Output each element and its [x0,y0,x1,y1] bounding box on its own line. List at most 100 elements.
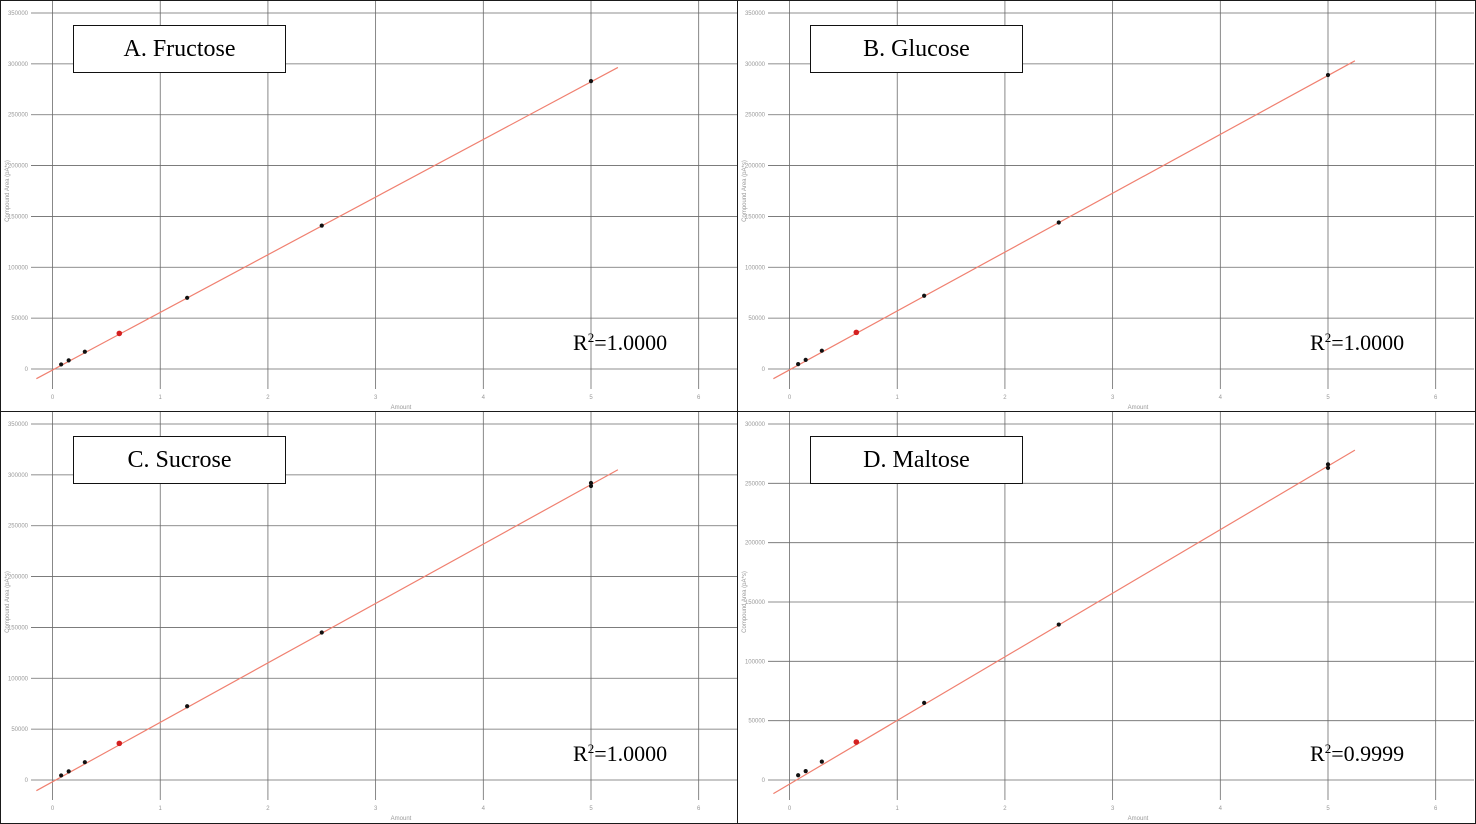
x-tick-label: 5 [1326,806,1330,812]
x-tick-label: 6 [697,806,701,812]
chart-title: A. Fructose [73,25,286,73]
y-axis-label: Compound Area (pA*s) [5,571,11,633]
x-tick-label: 0 [788,806,792,812]
x-tick-label: 5 [1326,395,1330,401]
chart-title: D. Maltose [810,436,1023,484]
r-squared-annotation: R2=1.0000 [573,330,667,356]
fit-line [773,60,1356,380]
y-tick-label: 350000 [8,422,29,428]
data-point [1325,72,1331,78]
data-point [819,348,824,353]
y-tick-label: 50000 [11,727,28,733]
y-tick-label: 150000 [745,214,766,220]
data-point [819,759,824,764]
fit-line [36,66,619,380]
x-tick-label: 2 [1003,806,1007,812]
data-point [1056,622,1061,627]
y-tick-label: 100000 [745,659,766,665]
y-tick-label: 300000 [8,62,29,68]
data-point [796,362,801,367]
r-squared-annotation: R2=1.0000 [573,741,667,767]
y-tick-label: 150000 [8,214,29,220]
data-point [185,704,190,709]
x-tick-label: 2 [1003,395,1007,401]
y-tick-label: 50000 [11,316,28,322]
data-point [66,769,71,774]
y-tick-label: 250000 [745,113,766,119]
y-tick-label: 0 [25,778,29,784]
data-point [66,358,71,363]
y-tick-label: 0 [762,778,766,784]
y-axis-label: Compound Area (pA*s) [742,571,748,633]
x-tick-label: 4 [482,395,486,401]
y-tick-label: 100000 [8,676,29,682]
r2-superscript: 2 [1324,330,1332,345]
y-tick-label: 100000 [745,265,766,271]
x-tick-label: 1 [159,395,163,401]
fit-line [36,469,619,792]
y-tick-label: 50000 [748,719,765,725]
x-tick-label: 6 [1434,806,1438,812]
y-tick-label: 150000 [745,600,766,606]
x-tick-label: 3 [1111,806,1115,812]
x-tick-label: 6 [1434,395,1438,401]
highlighted-data-point [116,740,123,747]
fit-line [773,449,1356,795]
x-tick-label: 0 [51,806,55,812]
x-tick-label: 2 [266,395,270,401]
data-point [1325,465,1331,471]
y-tick-label: 300000 [8,473,29,479]
data-point [922,293,927,298]
y-tick-label: 300000 [745,422,766,428]
data-point [185,295,190,300]
data-point [588,483,594,489]
chart-panel-glucose: 0 1 2 3 4 5 6 0 50000 100000 150000 200000 250000 300… [737,0,1476,412]
chart-title: B. Glucose [810,25,1023,73]
chart-panel-maltose: 0 1 2 3 4 5 6 0 50000 100000 150000 200000 250000 300… [737,411,1476,824]
r2-superscript: 2 [1324,741,1332,756]
r2-value: =1.0000 [594,741,668,766]
y-tick-label: 200000 [745,164,766,170]
r2-prefix: R [573,330,588,355]
data-point [803,357,808,362]
r-squared-annotation: R2=0.9999 [1310,741,1404,767]
data-point [803,769,808,774]
data-point [796,773,801,778]
data-point [922,700,927,705]
y-tick-label: 0 [25,367,29,373]
y-tick-label: 0 [762,367,766,373]
x-tick-label: 5 [589,395,593,401]
data-point [59,362,64,367]
x-tick-label: 1 [896,806,900,812]
y-tick-label: 200000 [745,541,766,547]
data-point [1325,462,1331,467]
x-tick-label: 1 [896,395,900,401]
x-axis-label: Amount [1128,405,1149,411]
x-axis-label: Amount [1128,816,1149,822]
y-axis-label: Compound Area (pA*s) [742,160,748,222]
x-tick-label: 4 [1219,806,1223,812]
x-tick-label: 0 [51,395,55,401]
chart-title: C. Sucrose [73,436,286,484]
x-tick-label: 6 [697,395,701,401]
r-squared-annotation: R2=1.0000 [1310,330,1404,356]
y-tick-label: 200000 [8,575,29,581]
r2-value: =1.0000 [594,330,668,355]
x-axis-label: Amount [391,405,412,411]
data-point [588,480,594,486]
highlighted-data-point [853,329,860,336]
highlighted-data-point [116,330,123,337]
y-tick-label: 100000 [8,265,29,271]
chart-panel-fructose: 0 1 2 3 4 5 6 0 50000 100000 150000 200000 250000 300… [0,0,738,412]
r2-superscript: 2 [587,741,595,756]
x-axis-label: Amount [391,816,412,822]
y-tick-label: 250000 [8,113,29,119]
x-tick-label: 0 [788,395,792,401]
r2-superscript: 2 [587,330,595,345]
x-tick-label: 3 [374,395,378,401]
y-tick-label: 150000 [8,625,29,631]
y-tick-label: 250000 [8,524,29,530]
y-tick-label: 50000 [748,316,765,322]
x-tick-label: 5 [589,806,593,812]
r2-prefix: R [1310,330,1325,355]
